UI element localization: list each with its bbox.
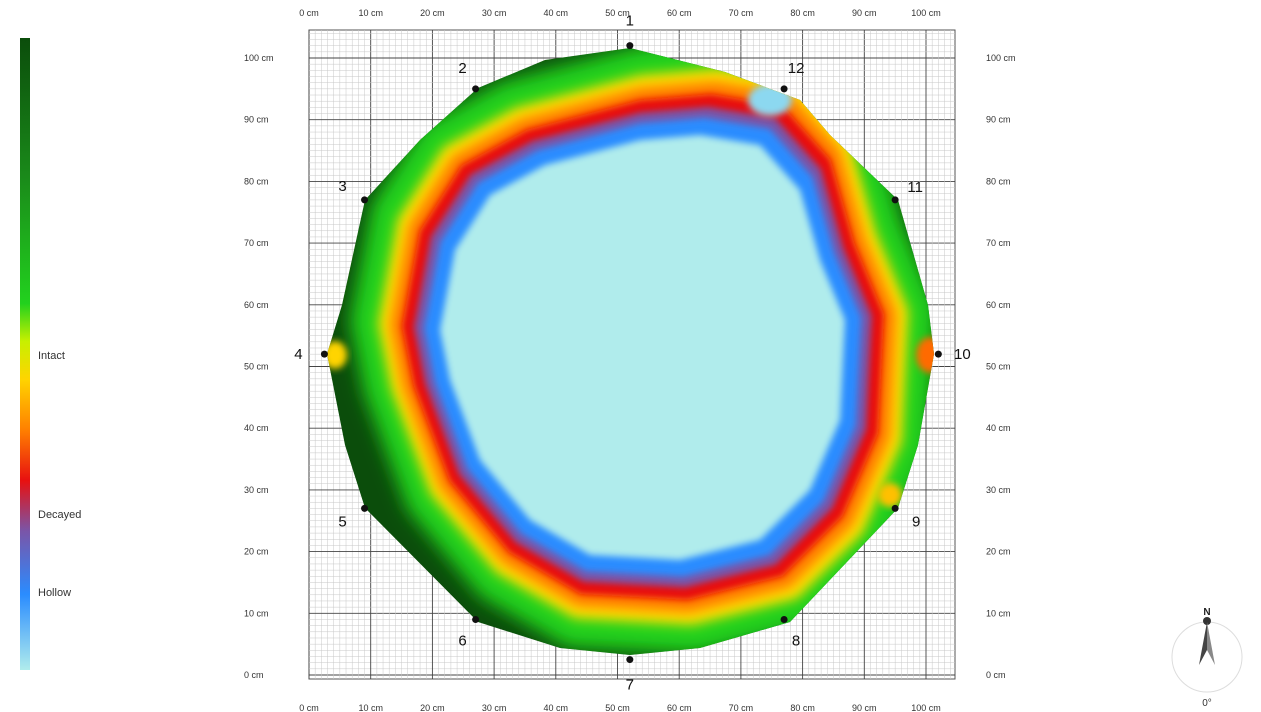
x-tick-label-bottom: 20 cm bbox=[420, 703, 445, 712]
sensor-dot[interactable] bbox=[626, 656, 634, 664]
y-tick-label-left: 90 cm bbox=[244, 115, 269, 125]
x-tick-label-bottom: 50 cm bbox=[605, 703, 630, 712]
y-tick-label-left: 70 cm bbox=[244, 238, 269, 248]
y-tick-label-right: 50 cm bbox=[986, 362, 1011, 372]
y-tick-label-right: 60 cm bbox=[986, 300, 1011, 310]
sensor-label: 10 bbox=[954, 346, 971, 363]
y-tick-label-right: 0 cm bbox=[986, 670, 1006, 680]
y-tick-label-right: 20 cm bbox=[986, 547, 1011, 557]
y-tick-label-left: 30 cm bbox=[244, 485, 269, 495]
x-tick-label-bottom: 10 cm bbox=[358, 703, 383, 712]
sensor-dot[interactable] bbox=[361, 504, 369, 512]
sensor-dot[interactable] bbox=[934, 350, 942, 358]
y-tick-label-right: 100 cm bbox=[986, 53, 1016, 63]
compass-pivot bbox=[1203, 617, 1211, 625]
compass-north-label: N bbox=[1203, 607, 1210, 618]
x-tick-label-top: 20 cm bbox=[420, 8, 445, 18]
x-tick-label-top: 60 cm bbox=[667, 8, 692, 18]
compass-needle-icon bbox=[1199, 622, 1207, 665]
sensor-label: 7 bbox=[626, 677, 634, 694]
y-tick-label-left: 40 cm bbox=[244, 423, 269, 433]
x-tick-label-top: 10 cm bbox=[358, 8, 383, 18]
y-tick-label-right: 40 cm bbox=[986, 423, 1011, 433]
y-tick-label-right: 90 cm bbox=[986, 115, 1011, 125]
compass-needle-shadow bbox=[1207, 622, 1215, 665]
x-tick-label-top: 100 cm bbox=[911, 8, 941, 18]
sensor-dot[interactable] bbox=[361, 196, 369, 204]
sensor-label: 3 bbox=[338, 178, 346, 195]
tomogram-image bbox=[327, 48, 934, 655]
sensor-dot[interactable] bbox=[780, 85, 788, 93]
sensor-label: 12 bbox=[788, 60, 805, 77]
y-tick-label-right: 10 cm bbox=[986, 608, 1011, 618]
legend-color-bar bbox=[20, 38, 30, 670]
sensor-label: 4 bbox=[294, 346, 302, 363]
y-tick-label-right: 70 cm bbox=[986, 238, 1011, 248]
y-tick-label-left: 0 cm bbox=[244, 670, 264, 680]
x-tick-label-bottom: 90 cm bbox=[852, 703, 877, 712]
sensor-dot[interactable] bbox=[780, 615, 788, 623]
sensor-label: 9 bbox=[912, 513, 920, 530]
y-tick-label-right: 80 cm bbox=[986, 176, 1011, 186]
x-tick-label-bottom: 30 cm bbox=[482, 703, 507, 712]
sensor-label: 6 bbox=[458, 632, 466, 649]
sensor-label: 5 bbox=[338, 513, 346, 530]
x-tick-label-top: 40 cm bbox=[544, 8, 569, 18]
x-tick-label-bottom: 60 cm bbox=[667, 703, 692, 712]
x-tick-label-top: 0 cm bbox=[299, 8, 319, 18]
sensor-dot[interactable] bbox=[472, 85, 480, 93]
x-tick-label-bottom: 0 cm bbox=[299, 703, 319, 712]
sensor-dot[interactable] bbox=[626, 42, 634, 50]
sensor-label: 11 bbox=[907, 179, 923, 196]
legend: Intact Decayed Hollow bbox=[20, 38, 81, 670]
y-tick-label-left: 10 cm bbox=[244, 608, 269, 618]
sensor-dot[interactable] bbox=[891, 504, 899, 512]
sensor-dot[interactable] bbox=[320, 350, 328, 358]
x-tick-label-bottom: 70 cm bbox=[729, 703, 754, 712]
sensor-dot[interactable] bbox=[472, 615, 480, 623]
y-tick-label-left: 50 cm bbox=[244, 362, 269, 372]
x-tick-label-bottom: 80 cm bbox=[790, 703, 815, 712]
x-tick-label-top: 80 cm bbox=[790, 8, 815, 18]
legend-label-hollow: Hollow bbox=[38, 587, 71, 599]
legend-label-decayed: Decayed bbox=[38, 509, 81, 521]
y-tick-label-left: 80 cm bbox=[244, 176, 269, 186]
x-tick-label-bottom: 40 cm bbox=[544, 703, 569, 712]
y-tick-label-left: 100 cm bbox=[244, 53, 274, 63]
x-tick-label-top: 50 cm bbox=[605, 8, 630, 18]
sensor-label: 1 bbox=[626, 13, 634, 30]
compass: N 0° bbox=[1171, 607, 1243, 709]
x-tick-label-top: 30 cm bbox=[482, 8, 507, 18]
sensor-label: 8 bbox=[792, 632, 800, 649]
sensor-dot[interactable] bbox=[891, 196, 899, 204]
compass-rotation: 0° bbox=[1202, 698, 1212, 709]
y-tick-label-left: 20 cm bbox=[244, 547, 269, 557]
y-tick-label-left: 60 cm bbox=[244, 300, 269, 310]
legend-label-intact: Intact bbox=[38, 350, 65, 362]
sensor-label: 2 bbox=[458, 60, 466, 77]
x-tick-label-bottom: 100 cm bbox=[911, 703, 941, 712]
y-tick-label-right: 30 cm bbox=[986, 485, 1011, 495]
x-tick-label-top: 90 cm bbox=[852, 8, 877, 18]
x-tick-label-top: 70 cm bbox=[729, 8, 754, 18]
